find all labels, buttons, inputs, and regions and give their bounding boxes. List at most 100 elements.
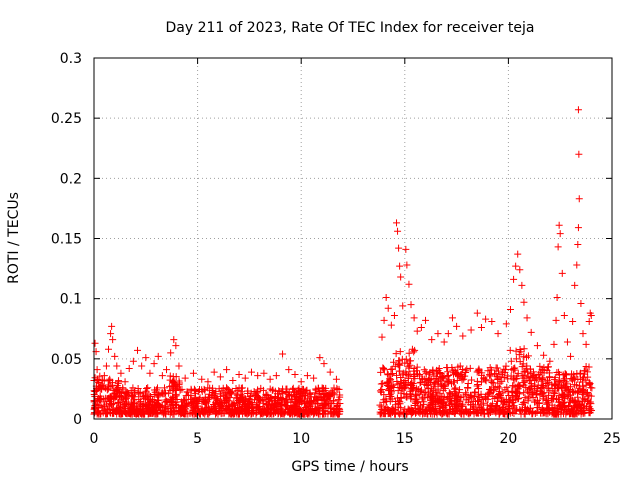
background-marker xyxy=(429,401,437,409)
background-marker xyxy=(482,377,490,385)
background-marker xyxy=(533,407,541,415)
background-marker xyxy=(406,407,414,415)
background-marker xyxy=(201,398,209,406)
background-marker xyxy=(397,394,405,402)
background-marker xyxy=(492,404,500,412)
background-marker xyxy=(455,372,463,380)
background-marker xyxy=(238,404,246,412)
data-point xyxy=(523,314,531,322)
background-marker xyxy=(162,410,170,418)
background-marker xyxy=(493,393,501,401)
data-point xyxy=(585,318,593,326)
background-marker xyxy=(479,406,487,414)
background-marker xyxy=(553,405,561,413)
background-marker xyxy=(533,390,541,398)
background-marker xyxy=(316,403,324,411)
background-marker xyxy=(538,365,546,373)
data-point xyxy=(170,336,178,344)
data-point xyxy=(399,302,407,310)
background-marker xyxy=(261,393,269,401)
background-marker xyxy=(535,399,543,407)
background-marker xyxy=(524,395,532,403)
background-marker xyxy=(144,402,152,410)
background-marker xyxy=(388,395,396,403)
background-marker xyxy=(206,384,214,392)
background-marker xyxy=(385,378,393,386)
x-tick-label: 5 xyxy=(193,431,202,447)
data-point xyxy=(560,312,568,320)
background-marker xyxy=(528,382,536,390)
background-marker xyxy=(464,398,472,406)
background-marker xyxy=(444,368,452,376)
background-marker xyxy=(456,397,464,405)
background-marker xyxy=(548,395,556,403)
data-point xyxy=(241,374,249,382)
background-marker xyxy=(217,403,225,411)
data-point xyxy=(574,241,582,249)
background-marker xyxy=(333,384,341,392)
background-marker xyxy=(144,384,152,392)
background-marker xyxy=(464,384,472,392)
background-marker xyxy=(498,377,506,385)
background-marker xyxy=(153,384,161,392)
background-marker xyxy=(142,385,150,393)
background-marker xyxy=(336,391,344,399)
data-points xyxy=(91,106,595,393)
data-point xyxy=(394,227,402,235)
background-marker xyxy=(462,389,470,397)
data-point xyxy=(574,106,582,114)
background-marker xyxy=(400,390,408,398)
background-marker xyxy=(140,394,148,402)
background-marker xyxy=(503,383,511,391)
background-marker xyxy=(490,370,498,378)
background-marker xyxy=(396,348,404,356)
background-marker xyxy=(468,376,476,384)
background-marker xyxy=(436,404,444,412)
background-marker xyxy=(308,405,316,413)
background-marker xyxy=(565,401,573,409)
background-marker xyxy=(247,392,255,400)
background-marker xyxy=(458,410,466,418)
background-marker xyxy=(422,378,430,386)
background-marker xyxy=(188,409,196,417)
x-tick-label: 15 xyxy=(396,431,414,447)
data-point xyxy=(459,332,467,340)
background-marker xyxy=(233,391,241,399)
background-marker xyxy=(396,361,404,369)
background-marker xyxy=(543,384,551,392)
y-tick-label: 0.1 xyxy=(60,292,82,308)
background-marker xyxy=(514,370,522,378)
background-marker xyxy=(136,399,144,407)
background-marker xyxy=(129,402,137,410)
background-marker xyxy=(579,404,587,412)
data-point xyxy=(94,376,102,384)
data-point xyxy=(198,375,206,383)
data-point xyxy=(410,314,418,322)
background-marker xyxy=(141,389,149,397)
background-marker xyxy=(412,409,420,417)
data-point xyxy=(467,326,475,334)
background-marker xyxy=(190,401,198,409)
background-marker xyxy=(420,366,428,374)
background-marker xyxy=(576,382,584,390)
data-point xyxy=(235,370,243,378)
y-tick-label: 0.25 xyxy=(51,111,82,127)
data-point xyxy=(254,372,262,380)
background-marker xyxy=(217,410,225,418)
background-marker xyxy=(419,405,427,413)
background-marker xyxy=(545,406,553,414)
x-tick-label: 10 xyxy=(292,431,310,447)
background-marker xyxy=(478,395,486,403)
background-marker xyxy=(387,389,395,397)
background-marker xyxy=(502,362,510,370)
y-axis-label: ROTI / TECUs xyxy=(6,192,22,284)
background-marker xyxy=(296,397,304,405)
y-tick-label: 0.15 xyxy=(51,232,82,248)
data-point xyxy=(384,304,392,312)
background-marker xyxy=(109,405,117,413)
data-point xyxy=(98,381,106,389)
axes: 0 5 10 15 20 25 0 0.05 0.1 0.15 0.2 0.25 0.3 xyxy=(51,51,621,447)
background-marker xyxy=(480,410,488,418)
data-point xyxy=(142,354,150,362)
